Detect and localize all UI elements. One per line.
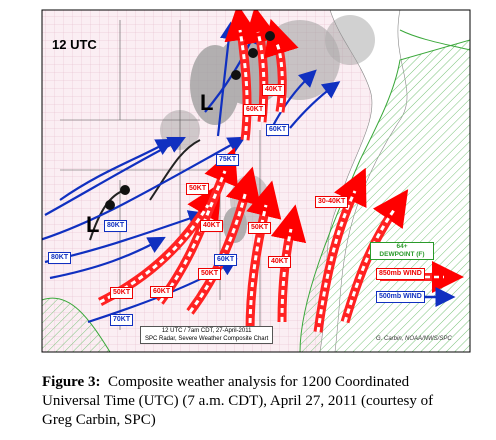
wind-850mb-label: 60KT — [150, 286, 174, 298]
chart-caption: 12 UTC / 7am CDT, 27-April-2011 SPC Rada… — [140, 326, 274, 344]
wind-850mb-label: 30-40KT — [315, 196, 349, 208]
wind-850mb-label: 40KT — [268, 256, 292, 268]
credit: G. Carbin, NOAA/NWS/SPC — [376, 336, 452, 342]
wind-850mb-label: 50KT — [186, 183, 210, 195]
wind-500mb-label: 70KT — [110, 314, 134, 326]
legend-850mb: 850mb WIND — [376, 268, 425, 280]
map-frame — [41, 9, 471, 353]
caption-text: Composite weather analysis for 1200 Coor… — [42, 374, 434, 428]
legend-dewpoint-line: DEWPOINT (F) — [379, 251, 425, 258]
time-label: 12 UTC — [52, 37, 97, 52]
wind-850mb-label: 50KT — [198, 268, 222, 280]
wind-850mb-label: 50KT — [110, 287, 134, 299]
legend-500mb: 500mb WIND — [376, 291, 425, 303]
wind-850mb-label: 50KT — [248, 222, 272, 234]
wind-500mb-label: 60KT — [214, 254, 238, 266]
legend-dewpoint-line: 64+ — [396, 243, 408, 250]
low-pressure-label: L — [86, 212, 100, 237]
wind-850mb-label: 40KT — [200, 220, 224, 232]
legend-dewpoint: 64+ DEWPOINT (F) — [370, 242, 434, 260]
wind-850mb-label: 60KT — [243, 104, 267, 116]
figure-caption: Figure 3: Composite weather analysis for… — [42, 373, 454, 430]
wind-500mb-label: 80KT — [48, 252, 72, 264]
wind-500mb-label: 75KT — [216, 154, 240, 166]
wind-500mb-arrows — [42, 21, 341, 324]
wind-850mb-arrows — [97, 10, 409, 333]
chart-caption-line: 12 UTC / 7am CDT, 27-April-2011 — [161, 328, 252, 334]
wind-850mb-label: 40KT — [262, 84, 286, 96]
wind-500mb-label: 60KT — [266, 124, 290, 136]
caption-label: Figure 3: — [42, 374, 101, 390]
wind-500mb-label: 80KT — [104, 220, 128, 232]
chart-caption-line: SPC Radar, Severe Weather Composite Char… — [145, 336, 269, 342]
front-symbols — [105, 31, 275, 210]
low-pressure-label: L — [200, 90, 214, 115]
